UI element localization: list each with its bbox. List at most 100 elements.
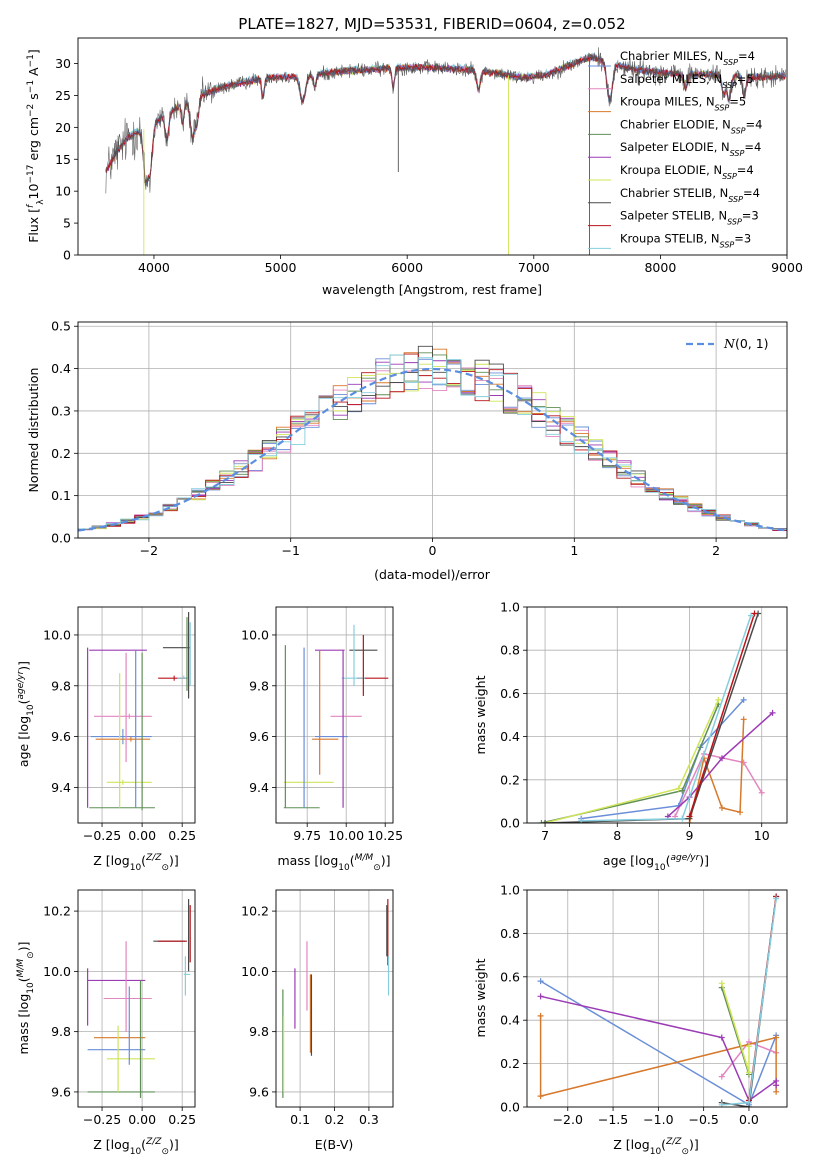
mass-vs-metallicity-panel: −0.25 0.00 0.25 9.6 9.8 10.0 10.2 Z [log10(Z/Z⊙… bbox=[16, 889, 196, 1157]
y-tick-label: 9.4 bbox=[249, 780, 269, 795]
axes-frame bbox=[77, 321, 788, 539]
x-tick-label: 9 bbox=[686, 828, 694, 843]
mass-weight-vs-age-panel: 7 8 9 10 0.0 0.2 0.4 0.6 0.8 1.0 age [log10(age/yr… bbox=[473, 600, 788, 873]
x-tick-label: 10 bbox=[754, 828, 770, 843]
mass-weight-marker bbox=[719, 804, 725, 811]
y-tick-label: 9.6 bbox=[249, 1084, 269, 1099]
x-axis-label: wavelength [Angstrom, rest frame] bbox=[322, 282, 542, 297]
y-tick-label: 5 bbox=[63, 216, 71, 231]
legend-label: Salpeter MILES, NSSP=5 bbox=[620, 72, 754, 90]
x-tick-label: 8 bbox=[613, 828, 621, 843]
mass-weight-line bbox=[688, 613, 756, 817]
x-tick-label: 5000 bbox=[265, 260, 297, 275]
mass-weight-marker bbox=[537, 1093, 544, 1100]
y-tick-label: 9.6 bbox=[249, 729, 269, 744]
mass-weight-marker bbox=[718, 1034, 725, 1041]
mass-weight-marker bbox=[679, 815, 686, 822]
axes-frame bbox=[526, 889, 788, 1108]
x-tick-label: 8000 bbox=[644, 260, 676, 275]
plot-area bbox=[105, 47, 786, 255]
y-tick-label: 9.8 bbox=[51, 678, 71, 693]
y-tick-label: 10.0 bbox=[241, 627, 269, 642]
axes-frame bbox=[77, 37, 788, 256]
mass-weight-marker bbox=[537, 1012, 544, 1019]
y-tick-label: 0.6 bbox=[500, 969, 520, 984]
mass-weight-line bbox=[667, 712, 774, 818]
residual-histogram-panel: −2 −1 0 1 2 0.0 0.1 0.2 0.3 0.4 0.5 (data-model)/er… bbox=[26, 319, 788, 582]
mass-weight-marker bbox=[747, 612, 754, 619]
y-tick-label: 9.8 bbox=[249, 678, 269, 693]
x-tick-label: −2 bbox=[140, 543, 158, 558]
y-tick-label: 0.6 bbox=[500, 686, 520, 701]
x-tick-label: −0.5 bbox=[688, 1112, 718, 1127]
mass-weight-marker bbox=[751, 610, 758, 617]
legend-label: N(0, 1) bbox=[723, 336, 769, 351]
x-tick-label: 7000 bbox=[518, 260, 550, 275]
legend-label: Chabrier ELODIE, NSSP=4 bbox=[620, 117, 762, 135]
y-axis-label: mass weight bbox=[473, 675, 488, 754]
mass-weight-marker bbox=[740, 716, 747, 723]
x-tick-label: −2.0 bbox=[553, 1112, 583, 1127]
x-tick-label: 2 bbox=[712, 543, 720, 558]
y-tick-label: 10.0 bbox=[43, 627, 71, 642]
x-tick-label: 0.1 bbox=[290, 1112, 310, 1127]
age-vs-metallicity-panel: −0.25 0.00 0.25 9.4 9.6 9.8 10.0 Z [log10(Z/Z⊙)… bbox=[16, 606, 196, 873]
y-tick-label: 15 bbox=[55, 152, 71, 167]
mass-weight-marker bbox=[715, 696, 722, 703]
x-tick-label: 0.0 bbox=[739, 1112, 759, 1127]
y-tick-label: 0.4 bbox=[500, 729, 520, 744]
mass-weight-line bbox=[544, 699, 720, 823]
x-tick-label: −1.5 bbox=[598, 1112, 628, 1127]
mass-weight-marker bbox=[538, 820, 545, 823]
x-tick-label: 10.25 bbox=[367, 828, 403, 843]
y-axis-label: age [log10(age/yr)] bbox=[16, 661, 36, 767]
mass-weight-vs-metallicity-panel: −2.0 −1.5 −1.0 −0.5 0.0 0.0 0.2 0.4 0.6 0.8 1.0 Z [… bbox=[473, 883, 788, 1157]
mass-weight-marker bbox=[675, 785, 682, 792]
y-axis-label: mass [log10(M/M⊙)] bbox=[16, 942, 36, 1055]
spectrum-panel: 4000 5000 6000 7000 8000 9000 0 5 10 15 20 25 30 wave… bbox=[26, 37, 803, 297]
y-tick-label: 0.1 bbox=[51, 488, 71, 503]
x-tick-label: 0.2 bbox=[325, 1112, 345, 1127]
y-axis-label: Flux [fλ10−17 erg cm−2 s−1 A−1] bbox=[26, 49, 46, 243]
y-tick-label: 0.2 bbox=[51, 446, 71, 461]
axes-frame bbox=[526, 606, 788, 824]
plot-area bbox=[283, 624, 389, 809]
legend-label: Salpeter ELODIE, NSSP=4 bbox=[620, 140, 761, 158]
x-tick-label: 6000 bbox=[391, 260, 423, 275]
y-tick-label: 0 bbox=[63, 248, 71, 263]
plot-area bbox=[282, 899, 390, 1098]
mass-weight-marker bbox=[769, 709, 776, 716]
y-axis-label: Normed distribution bbox=[26, 368, 41, 493]
plot-area bbox=[87, 612, 191, 811]
x-tick-label: 4000 bbox=[138, 260, 170, 275]
x-axis-label: E(B-V) bbox=[315, 1137, 354, 1152]
mass-weight-marker bbox=[537, 993, 544, 1000]
figure-title: PLATE=1827, MJD=53531, FIBERID=0604, z=0… bbox=[238, 15, 625, 33]
x-tick-label: 1 bbox=[570, 543, 578, 558]
y-tick-label: 30 bbox=[55, 56, 71, 71]
y-tick-label: 20 bbox=[55, 120, 71, 135]
x-axis-label: mass [log10(M/M⊙)] bbox=[278, 853, 391, 873]
observed-spectrum-line bbox=[105, 47, 786, 194]
x-axis-label: Z [log10(Z/Z⊙)] bbox=[93, 853, 179, 873]
y-tick-label: 10 bbox=[55, 184, 71, 199]
plot-area bbox=[78, 345, 787, 538]
mass-weight-marker bbox=[718, 1073, 725, 1080]
axes-frame bbox=[77, 606, 196, 824]
mass-weight-marker bbox=[740, 696, 747, 703]
y-tick-label: 10.0 bbox=[241, 964, 269, 979]
mass-weight-line bbox=[541, 703, 720, 823]
x-tick-label: 0.00 bbox=[128, 828, 156, 843]
y-tick-label: 9.6 bbox=[51, 729, 71, 744]
x-axis-label: (data-model)/error bbox=[374, 567, 491, 582]
legend-label: Chabrier MILES, NSSP=4 bbox=[620, 49, 755, 67]
y-tick-label: 9.8 bbox=[51, 1024, 71, 1039]
x-tick-label: 0.25 bbox=[168, 1112, 196, 1127]
mass-weight-marker bbox=[773, 1082, 780, 1089]
residual-histogram-step bbox=[78, 354, 787, 538]
x-tick-label: −1 bbox=[281, 543, 299, 558]
axes-frame bbox=[275, 889, 394, 1108]
y-axis-label: mass weight bbox=[473, 958, 488, 1037]
axes-frame bbox=[275, 606, 394, 824]
